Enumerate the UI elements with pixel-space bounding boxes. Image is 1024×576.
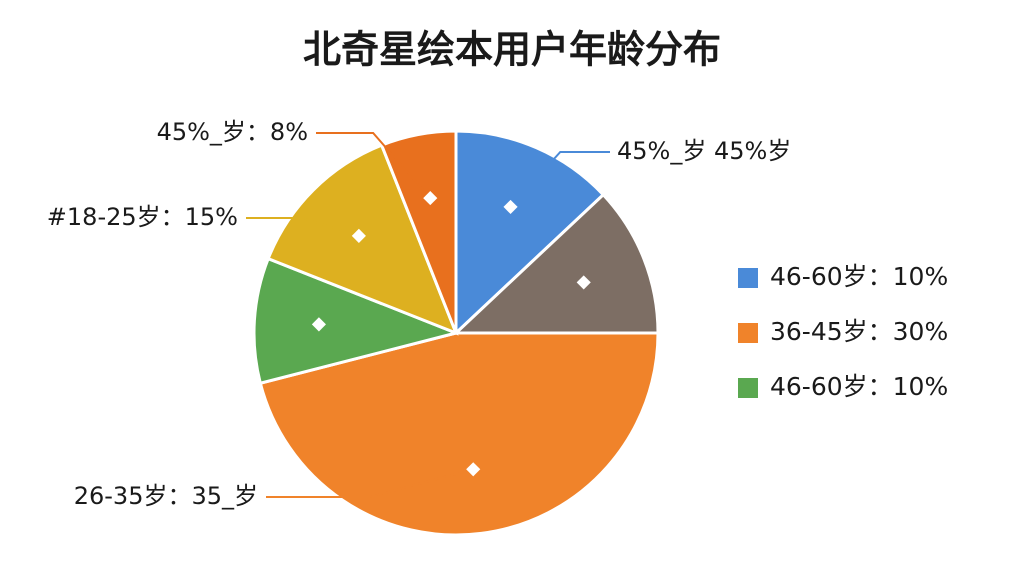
leader-line [316,132,432,199]
slice-label: 45%_岁 45%岁 [617,137,791,165]
leader-line [266,468,474,498]
slice-marker [466,462,481,477]
legend-swatch [738,268,758,288]
slice-marker [576,275,591,290]
pie-slice [258,331,660,537]
legend-swatch [738,323,758,343]
slice-marker [503,199,518,215]
slice-marker [311,317,326,332]
legend-swatch [738,378,758,398]
legend-label: 46-60岁：10% [770,262,948,291]
legend-label: 46-60岁：10% [770,372,948,401]
slice-label: 26-35岁：35_岁 [74,482,258,510]
slice-label: 45%_岁：8% [157,118,308,146]
pie-slice [454,129,606,337]
pie-slice [379,129,458,334]
pie-slice [452,192,660,335]
slice-marker [351,228,366,243]
pie-slice [252,256,461,386]
leader-line [509,151,610,208]
leader-line [246,217,360,237]
slice-label: #18-25岁：15% [47,203,238,231]
legend-label: 36-45岁：30% [770,317,948,346]
slice-marker [423,191,438,206]
chart-title: 北奇星绘本用户年龄分布 [303,28,721,72]
